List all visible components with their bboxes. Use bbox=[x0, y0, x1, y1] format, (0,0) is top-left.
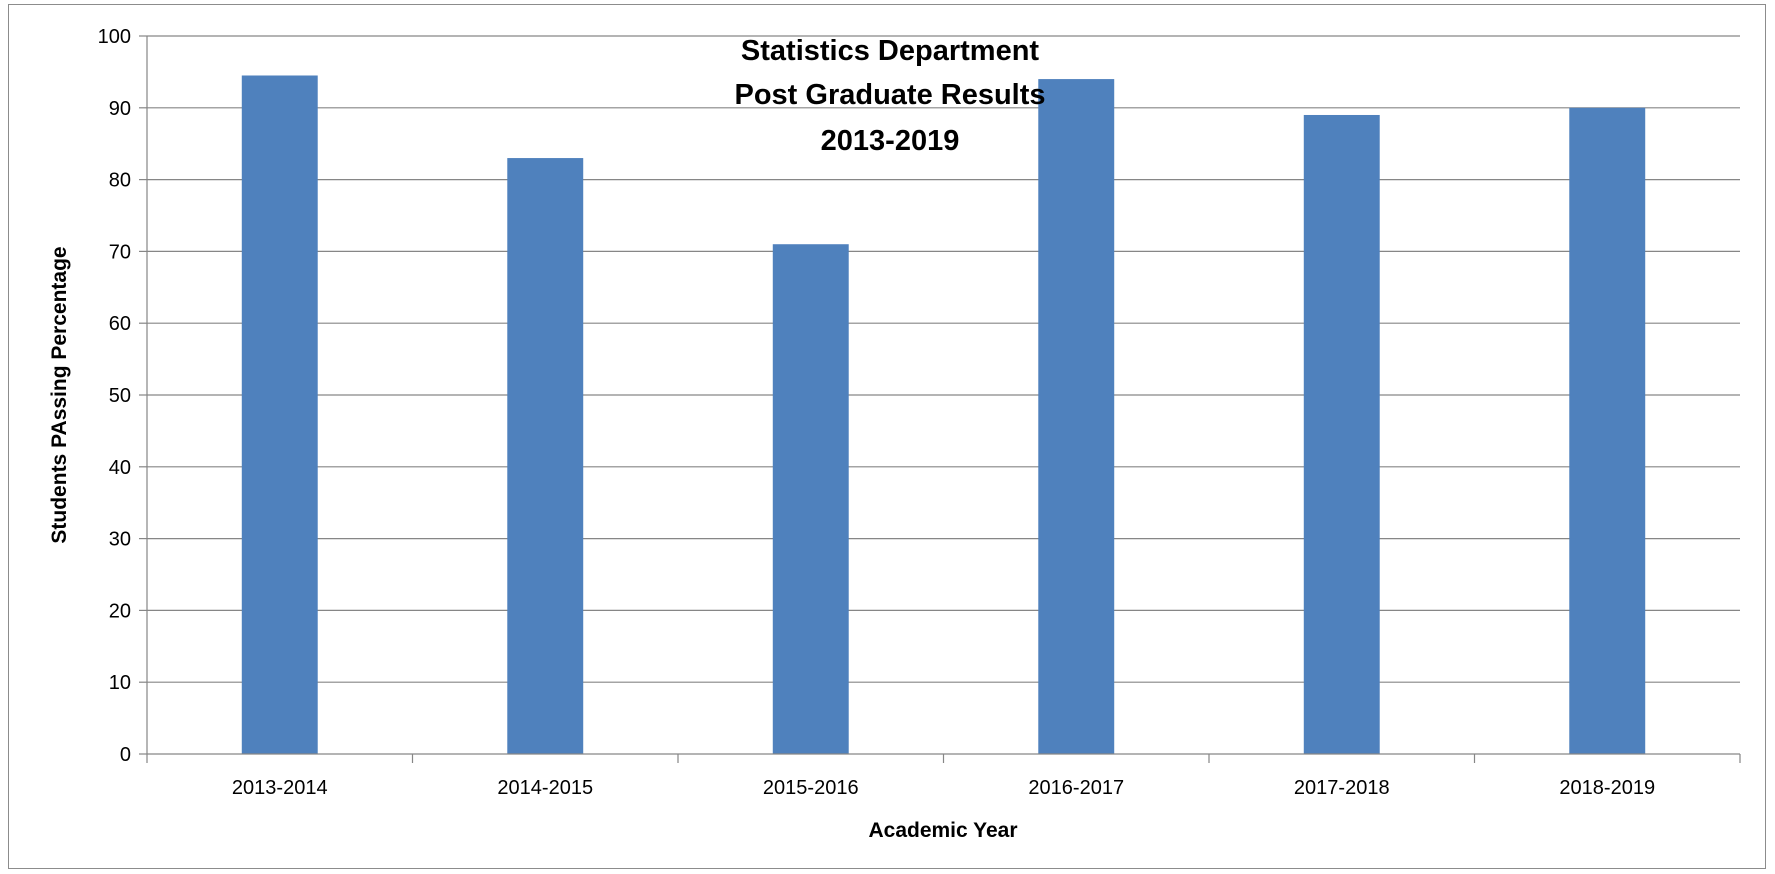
y-tick-label: 30 bbox=[109, 529, 131, 551]
bar-2013-2014 bbox=[241, 75, 318, 755]
x-tick-label: 2017-2018 bbox=[1294, 777, 1390, 799]
y-tick-label: 80 bbox=[109, 170, 131, 192]
x-tick-label: 2015-2016 bbox=[763, 777, 859, 799]
y-tick-label: 50 bbox=[109, 385, 131, 407]
bar-2018-2019 bbox=[1569, 107, 1646, 755]
y-tick-label: 100 bbox=[98, 26, 131, 48]
y-tick-label: 40 bbox=[109, 457, 131, 479]
y-tick-label: 10 bbox=[109, 672, 131, 694]
bars bbox=[241, 75, 1646, 755]
x-tick-label: 2013-2014 bbox=[232, 777, 328, 799]
x-tick-label: 2014-2015 bbox=[497, 777, 593, 799]
gridlines bbox=[147, 35, 1740, 683]
bar-2017-2018 bbox=[1303, 114, 1380, 755]
y-tick-label: 0 bbox=[120, 744, 131, 766]
x-axis-title: Academic Year bbox=[868, 819, 1017, 842]
axes bbox=[139, 35, 1741, 763]
bar-2014-2015 bbox=[507, 158, 584, 754]
chart-title-line-3: 2013-2019 bbox=[821, 125, 960, 157]
y-tick-label: 60 bbox=[109, 313, 131, 335]
y-tick-label: 90 bbox=[109, 98, 131, 120]
x-tick-label: 2018-2019 bbox=[1559, 777, 1655, 799]
chart-title-line-2: Post Graduate Results bbox=[734, 79, 1045, 111]
y-axis-title: Students PAssing Percentage bbox=[48, 246, 71, 543]
y-tick-label: 20 bbox=[109, 600, 131, 622]
y-tick-label: 70 bbox=[109, 241, 131, 263]
bar-2015-2016 bbox=[772, 244, 849, 754]
x-tick-labels: 2013-2014 2014-2015 2015-2016 2016-2017 2017… bbox=[232, 777, 1655, 799]
x-tick-label: 2016-2017 bbox=[1028, 777, 1124, 799]
chart-title-line-1: Statistics Department bbox=[741, 35, 1039, 67]
bar-2016-2017 bbox=[1038, 79, 1115, 754]
y-tick-labels: 0 10 20 30 40 50 60 70 80 90 100 bbox=[98, 26, 131, 766]
